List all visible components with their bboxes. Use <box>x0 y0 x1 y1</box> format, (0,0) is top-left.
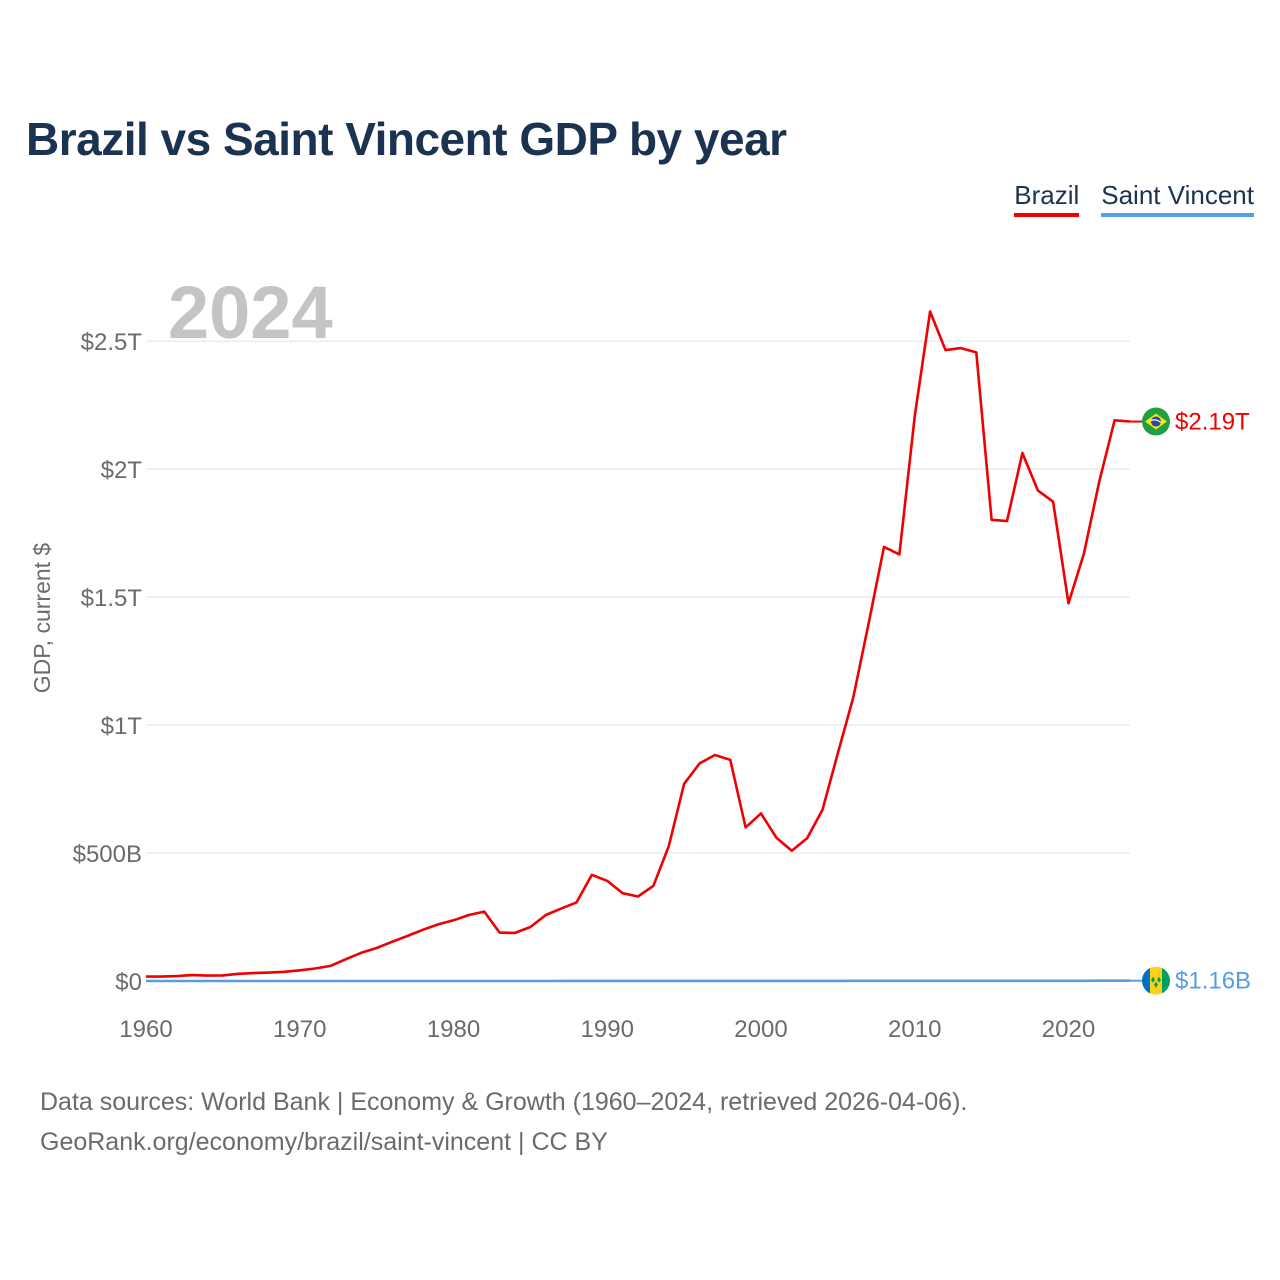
y-tick-label: $2T <box>101 457 143 484</box>
x-tick-label: 1980 <box>427 1016 480 1043</box>
x-tick-label: 2000 <box>734 1016 787 1043</box>
x-tick-label: 1970 <box>273 1016 326 1043</box>
year-watermark: 2024 <box>168 271 333 354</box>
attribution-text: GeoRank.org/economy/brazil/saint-vincent… <box>40 1128 608 1156</box>
x-tick-label: 2010 <box>888 1016 941 1043</box>
y-tick-label: $2.5T <box>81 329 143 356</box>
y-tick-label: $500B <box>73 841 142 868</box>
y-tick-label: $1.5T <box>81 585 143 612</box>
y-axis-label: GDP, current $ <box>29 543 55 694</box>
brazil-flag-icon <box>1142 407 1170 436</box>
x-tick-label: 1960 <box>119 1016 172 1043</box>
legend: Brazil Saint Vincent <box>1014 180 1254 217</box>
gdp-line-chart: $0 $500B $1T $1.5T $2T $2.5T 1960 1970 1980 1990… <box>29 271 1251 1043</box>
series-lines <box>146 310 1131 983</box>
x-tick-label: 1990 <box>581 1016 634 1043</box>
y-tick-label: $0 <box>115 969 142 996</box>
brazil-end-label: $2.19T <box>1175 409 1250 436</box>
chart-title: Brazil vs Saint Vincent GDP by year <box>26 113 787 165</box>
footer: Data sources: World Bank | Economy & Gro… <box>40 1082 967 1162</box>
x-tick-label: 2020 <box>1042 1016 1095 1043</box>
grid-lines <box>146 340 1130 982</box>
y-axis-ticks: $0 $500B $1T $1.5T $2T $2.5T <box>73 329 143 996</box>
data-sources-text: Data sources: World Bank | Economy & Gro… <box>40 1088 968 1116</box>
legend-item-saint-vincent[interactable]: Saint Vincent <box>1101 180 1254 217</box>
series-endpoints: $2.19T $1.16B <box>1130 407 1251 995</box>
legend-item-brazil[interactable]: Brazil <box>1014 180 1080 217</box>
y-tick-label: $1T <box>101 713 143 740</box>
saint-vincent-flag-icon <box>1142 966 1170 995</box>
x-axis-ticks: 1960 1970 1980 1990 2000 2010 2020 <box>119 1016 1095 1043</box>
brazil-series-line <box>146 310 1131 978</box>
saint-vincent-end-label: $1.16B <box>1175 968 1251 995</box>
